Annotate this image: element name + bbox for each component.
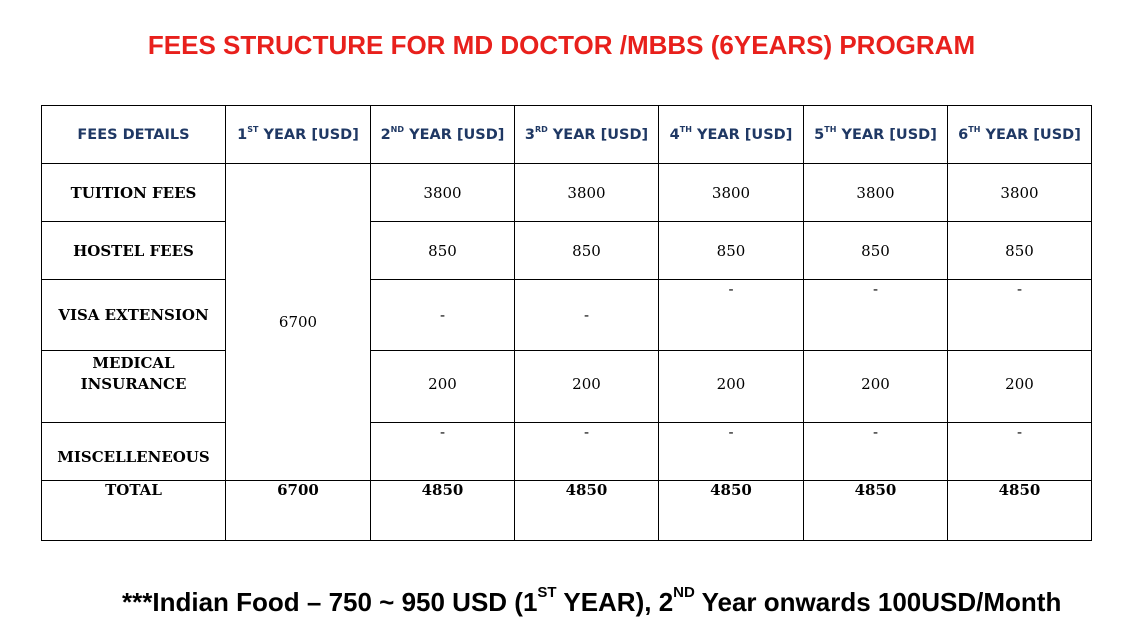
table-cell: - xyxy=(947,422,1092,481)
table-cell: 3800 xyxy=(370,163,515,222)
table-cell: 850 xyxy=(947,221,1092,280)
row-label-total: TOTAL xyxy=(41,480,226,541)
table-cell: 850 xyxy=(514,221,659,280)
table-cell: - xyxy=(658,279,804,351)
table-cell: 3800 xyxy=(803,163,948,222)
table-cell: 3800 xyxy=(658,163,804,222)
header-year-3: 3RD YEAR [USD] xyxy=(514,105,659,164)
table-row-hostel: HOSTEL FEES 850 850 850 850 850 xyxy=(41,221,1092,280)
table-cell: - xyxy=(514,279,659,351)
first-year-combined-cell: 6700 xyxy=(225,163,371,481)
total-cell: 4850 xyxy=(658,480,804,541)
table-cell: 200 xyxy=(370,350,515,423)
table-cell: - xyxy=(370,422,515,481)
page-title: FEES STRUCTURE FOR MD DOCTOR /MBBS (6YEA… xyxy=(147,30,976,60)
table-cell: - xyxy=(370,279,515,351)
food-footnote: ***Indian Food – 750 ~ 950 USD (1ST YEAR… xyxy=(122,584,1062,617)
header-year-1: 1ST YEAR [USD] xyxy=(225,105,371,164)
table-cell: 3800 xyxy=(947,163,1092,222)
table-cell: 200 xyxy=(514,350,659,423)
total-cell: 4850 xyxy=(370,480,515,541)
row-label-hostel: HOSTEL FEES xyxy=(41,221,226,280)
table-row-misc: MISCELLENEOUS - - - - - xyxy=(41,422,1092,481)
table-row-insurance: MEDICAL INSURANCE 200 200 200 200 200 xyxy=(41,350,1092,423)
table-cell: - xyxy=(803,279,948,351)
header-year-4: 4TH YEAR [USD] xyxy=(658,105,804,164)
table-cell: 850 xyxy=(370,221,515,280)
table-row-visa: VISA EXTENSION - - - - - xyxy=(41,279,1092,351)
row-label-insurance: MEDICAL INSURANCE xyxy=(41,350,226,423)
fees-table: FEES DETAILS 1ST YEAR [USD] 2ND YEAR [US… xyxy=(41,105,1092,541)
row-label-visa: VISA EXTENSION xyxy=(41,279,226,351)
total-cell: 6700 xyxy=(225,480,371,541)
table-cell: 3800 xyxy=(514,163,659,222)
table-cell: - xyxy=(947,279,1092,351)
header-year-2: 2ND YEAR [USD] xyxy=(370,105,515,164)
table-cell: - xyxy=(514,422,659,481)
total-cell: 4850 xyxy=(947,480,1092,541)
row-label-tuition: TUITION FEES xyxy=(41,163,226,222)
table-header-row: FEES DETAILS 1ST YEAR [USD] 2ND YEAR [US… xyxy=(41,105,1092,164)
table-cell: 200 xyxy=(658,350,804,423)
table-cell: - xyxy=(658,422,804,481)
table-cell: 200 xyxy=(947,350,1092,423)
header-year-5: 5TH YEAR [USD] xyxy=(803,105,948,164)
table-row-total: TOTAL 6700 4850 4850 4850 4850 4850 xyxy=(41,480,1092,541)
table-row-tuition: TUITION FEES 6700 3800 3800 3800 3800 38… xyxy=(41,163,1092,481)
header-year-6: 6TH YEAR [USD] xyxy=(947,105,1092,164)
header-fees-details: FEES DETAILS xyxy=(41,105,226,164)
table-cell: 850 xyxy=(803,221,948,280)
total-cell: 4850 xyxy=(803,480,948,541)
table-cell: 850 xyxy=(658,221,804,280)
total-cell: 4850 xyxy=(514,480,659,541)
table-cell: - xyxy=(803,422,948,481)
table-cell: 200 xyxy=(803,350,948,423)
row-label-misc: MISCELLENEOUS xyxy=(41,422,226,481)
